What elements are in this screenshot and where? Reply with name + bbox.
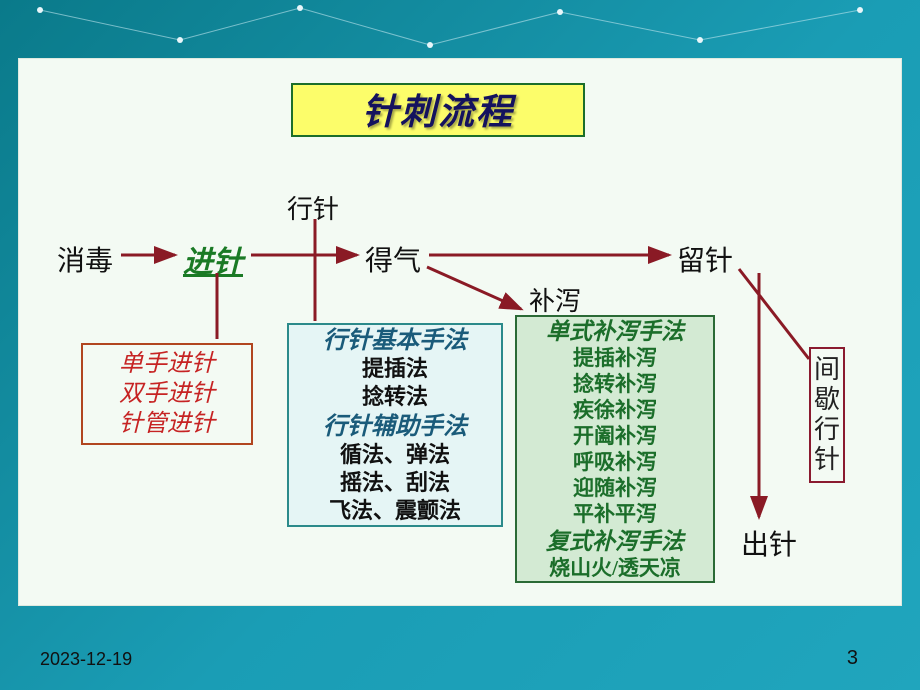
box-teal-line: 提插法 bbox=[289, 355, 501, 383]
step-disinfect: 消毒 bbox=[57, 239, 113, 279]
step-remove: 出针 bbox=[741, 523, 797, 563]
title-box: 针刺流程 bbox=[291, 83, 585, 137]
box-red-line: 单手进针 bbox=[91, 349, 243, 379]
box-red-line: 针管进针 bbox=[91, 409, 243, 439]
title-text: 针刺流程 bbox=[362, 92, 514, 132]
box-teal-header: 行针基本手法 bbox=[289, 327, 501, 355]
label-buxie: 补泻 bbox=[529, 281, 581, 318]
box-green-line: 捻转补泻 bbox=[517, 371, 713, 397]
step-deqi: 得气 bbox=[365, 239, 421, 279]
box-green-header: 单式补泻手法 bbox=[517, 319, 713, 345]
box-teal-header: 行针辅助手法 bbox=[289, 413, 501, 441]
box-green-line: 迎随补泻 bbox=[517, 475, 713, 501]
footer-date: 2023-12-19 bbox=[40, 649, 132, 670]
box-teal-line: 捻转法 bbox=[289, 383, 501, 411]
box-green-line: 开阖补泻 bbox=[517, 423, 713, 449]
side-box-text: 间歇行针 bbox=[814, 355, 840, 474]
slide-area: 针刺流程 消毒 进针 行针 得气 补泻 留针 出针 单手进针 双手进针 针管进针… bbox=[18, 58, 902, 606]
box-teal-line: 摇法、刮法 bbox=[289, 469, 501, 497]
footer-page: 3 bbox=[847, 647, 858, 670]
box-red-line: 双手进针 bbox=[91, 379, 243, 409]
box-green-line: 烧山火/透天凉 bbox=[517, 555, 713, 581]
box-insertion-methods: 单手进针 双手进针 针管进针 bbox=[81, 343, 253, 445]
box-teal-line: 循法、弹法 bbox=[289, 441, 501, 469]
box-green-header: 复式补泻手法 bbox=[517, 529, 713, 555]
step-retain: 留针 bbox=[677, 239, 733, 279]
box-buxie-methods: 单式补泻手法 提插补泻 捻转补泻 疾徐补泻 开阖补泻 呼吸补泻 迎随补泻 平补平… bbox=[515, 315, 715, 583]
step-insert-needle: 进针 bbox=[183, 237, 243, 281]
box-green-line: 疾徐补泻 bbox=[517, 397, 713, 423]
label-manipulate: 行针 bbox=[287, 189, 339, 226]
box-teal-line: 飞法、震颤法 bbox=[289, 497, 501, 525]
header-decoration bbox=[0, 0, 920, 60]
box-green-line: 平补平泻 bbox=[517, 501, 713, 527]
box-green-line: 提插补泻 bbox=[517, 345, 713, 371]
box-intermittent: 间歇行针 bbox=[809, 347, 845, 483]
box-manipulation-methods: 行针基本手法 提插法 捻转法 行针辅助手法 循法、弹法 摇法、刮法 飞法、震颤法 bbox=[287, 323, 503, 527]
box-green-line: 呼吸补泻 bbox=[517, 449, 713, 475]
